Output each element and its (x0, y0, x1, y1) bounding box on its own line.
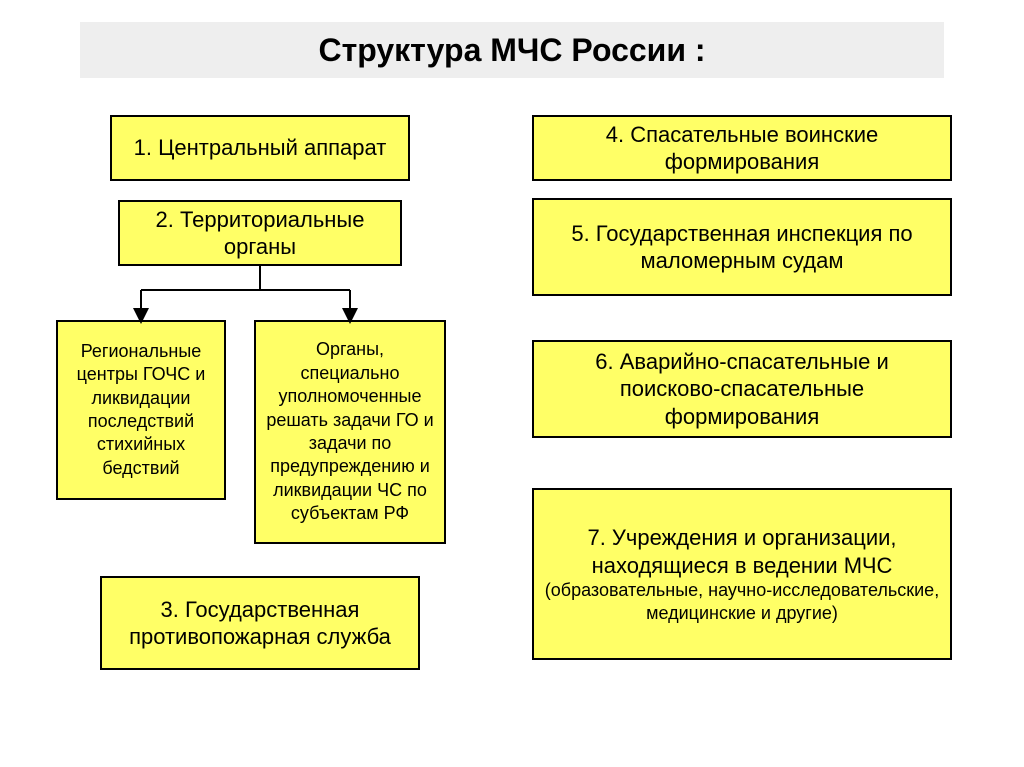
box-rescue-military: 4. Спасательные воинские формирования (532, 115, 952, 181)
box-label-main: 7. Учреждения и организации, находящиеся… (544, 524, 940, 579)
box-small-vessel-inspection: 5. Государственная инспекция по маломерн… (532, 198, 952, 296)
box-label: 3. Государственная противопожарная служб… (112, 596, 408, 651)
box-search-rescue: 6. Аварийно-спасательные и поисково-спас… (532, 340, 952, 438)
box-regional-centers: Региональные центры ГОЧС и ликвидации по… (56, 320, 226, 500)
box-label: 4. Спасательные воинские формирования (544, 121, 940, 176)
box-label: Региональные центры ГОЧС и ликвидации по… (68, 340, 214, 480)
box-label: 2. Территориальные органы (130, 206, 390, 261)
box-label: 1. Центральный аппарат (134, 134, 387, 162)
box-central-apparatus: 1. Центральный аппарат (110, 115, 410, 181)
page-title: Структура МЧС России : (318, 32, 705, 69)
box-label: Органы, специально уполномоченные решать… (266, 338, 434, 525)
box-institutions: 7. Учреждения и организации, находящиеся… (532, 488, 952, 660)
box-authorized-bodies: Органы, специально уполномоченные решать… (254, 320, 446, 544)
title-bar: Структура МЧС России : (80, 22, 944, 78)
box-label: 6. Аварийно-спасательные и поисково-спас… (544, 348, 940, 431)
box-fire-service: 3. Государственная противопожарная служб… (100, 576, 420, 670)
box-label-sub: (образовательные, научно-исследовательск… (544, 579, 940, 624)
box-label: 5. Государственная инспекция по маломерн… (544, 220, 940, 275)
box7-content: 7. Учреждения и организации, находящиеся… (544, 524, 940, 624)
box-territorial-bodies: 2. Территориальные органы (118, 200, 402, 266)
